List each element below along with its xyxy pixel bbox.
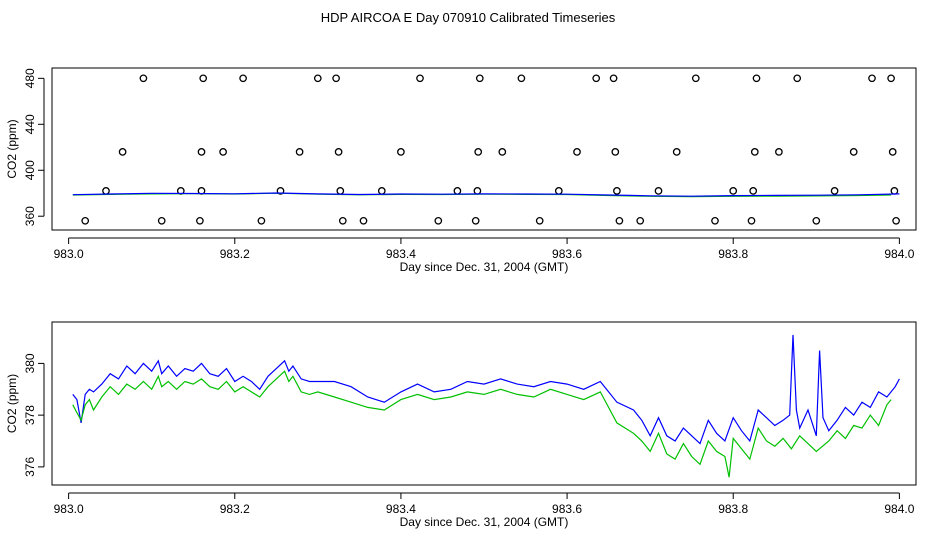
y-tick-label: 400: [23, 160, 37, 180]
data-point: [691, 74, 700, 83]
data-point: [377, 187, 386, 195]
data-point: [711, 216, 719, 225]
data-point: [750, 148, 759, 156]
x-tick-label: 983.8: [718, 502, 748, 516]
data-point: [313, 74, 322, 83]
data-point: [199, 74, 208, 83]
data-point: [868, 74, 876, 83]
data-point: [471, 216, 480, 225]
data-point: [118, 148, 127, 156]
top-panel: 983.0 983.2 983.4 983.6 983.8 984.0 Day since …: [5, 67, 917, 274]
data-point: [849, 148, 858, 156]
data-point: [416, 74, 424, 83]
data-point: [359, 216, 368, 225]
data-point: [196, 216, 204, 225]
x-tick-label: 983.6: [552, 247, 582, 261]
plot-frame: [51, 321, 917, 486]
data-point: [332, 74, 340, 83]
data-point: [609, 74, 618, 83]
data-point: [535, 216, 544, 225]
y-axis-label: CO2 (ppm): [5, 374, 19, 433]
data-point: [887, 74, 895, 83]
series-line: [72, 370, 892, 478]
y-tick-label: 440: [23, 114, 37, 134]
series-line: [72, 192, 900, 197]
data-point: [102, 187, 110, 195]
data-point: [219, 148, 227, 156]
x-tick-label: 983.8: [718, 247, 748, 261]
data-point: [830, 187, 839, 195]
data-point: [139, 74, 148, 83]
data-point: [239, 74, 247, 83]
data-point: [888, 148, 897, 156]
data-point: [636, 216, 645, 225]
data-point: [157, 216, 166, 225]
data-point: [295, 148, 304, 156]
data-point: [729, 187, 738, 195]
series-line: [72, 334, 900, 445]
data-point: [81, 216, 90, 225]
x-tick-label: 983.2: [220, 502, 250, 516]
data-point: [611, 148, 620, 156]
y-axis-label: CO2 (ppm): [5, 119, 19, 178]
data-point: [615, 216, 624, 225]
y-tick-label: 376: [23, 457, 37, 477]
data-point: [890, 187, 899, 195]
data-point: [473, 187, 482, 195]
data-point: [434, 216, 443, 225]
x-tick-label: 983.4: [386, 502, 416, 516]
y-tick-label: 360: [23, 206, 37, 226]
data-point: [475, 74, 484, 83]
data-point: [672, 148, 681, 156]
y-tick-label: 480: [23, 68, 37, 88]
data-point: [257, 216, 266, 225]
x-tick-label: 983.2: [220, 247, 250, 261]
x-tick-label: 983.6: [552, 502, 582, 516]
data-point: [197, 148, 206, 156]
data-point: [613, 187, 621, 195]
data-point: [453, 187, 462, 195]
data-point: [654, 187, 663, 195]
data-point: [749, 187, 758, 195]
bottom-panel: 983.0 983.2 983.4 983.6 983.8 984.0 Day since …: [5, 321, 917, 529]
x-tick-label: 983.0: [54, 247, 84, 261]
data-point: [498, 148, 507, 156]
data-point: [775, 148, 783, 156]
data-point: [334, 148, 343, 156]
y-tick-label: 378: [23, 405, 37, 425]
data-point: [338, 216, 347, 225]
chart-title: HDP AIRCOA E Day 070910 Calibrated Times…: [321, 10, 616, 25]
data-point: [474, 148, 483, 156]
x-tick-label: 984.0: [884, 247, 914, 261]
data-point: [554, 187, 563, 195]
x-axis-label: Day since Dec. 31, 2004 (GMT): [400, 260, 569, 274]
data-point: [397, 148, 405, 156]
data-point: [747, 216, 756, 225]
y-tick-label: 380: [23, 353, 37, 373]
x-tick-label: 984.0: [884, 502, 914, 516]
data-point: [812, 216, 821, 225]
data-point: [592, 74, 601, 83]
x-axis-label: Day since Dec. 31, 2004 (GMT): [400, 515, 569, 529]
data-point: [892, 216, 900, 225]
data-point: [752, 74, 761, 83]
x-tick-label: 983.4: [386, 247, 416, 261]
plot-frame: [51, 67, 917, 231]
data-point: [276, 187, 285, 195]
data-point: [793, 74, 802, 83]
data-point: [517, 74, 526, 83]
data-point: [573, 148, 581, 156]
data-point: [336, 187, 345, 195]
x-tick-label: 983.0: [54, 502, 84, 516]
